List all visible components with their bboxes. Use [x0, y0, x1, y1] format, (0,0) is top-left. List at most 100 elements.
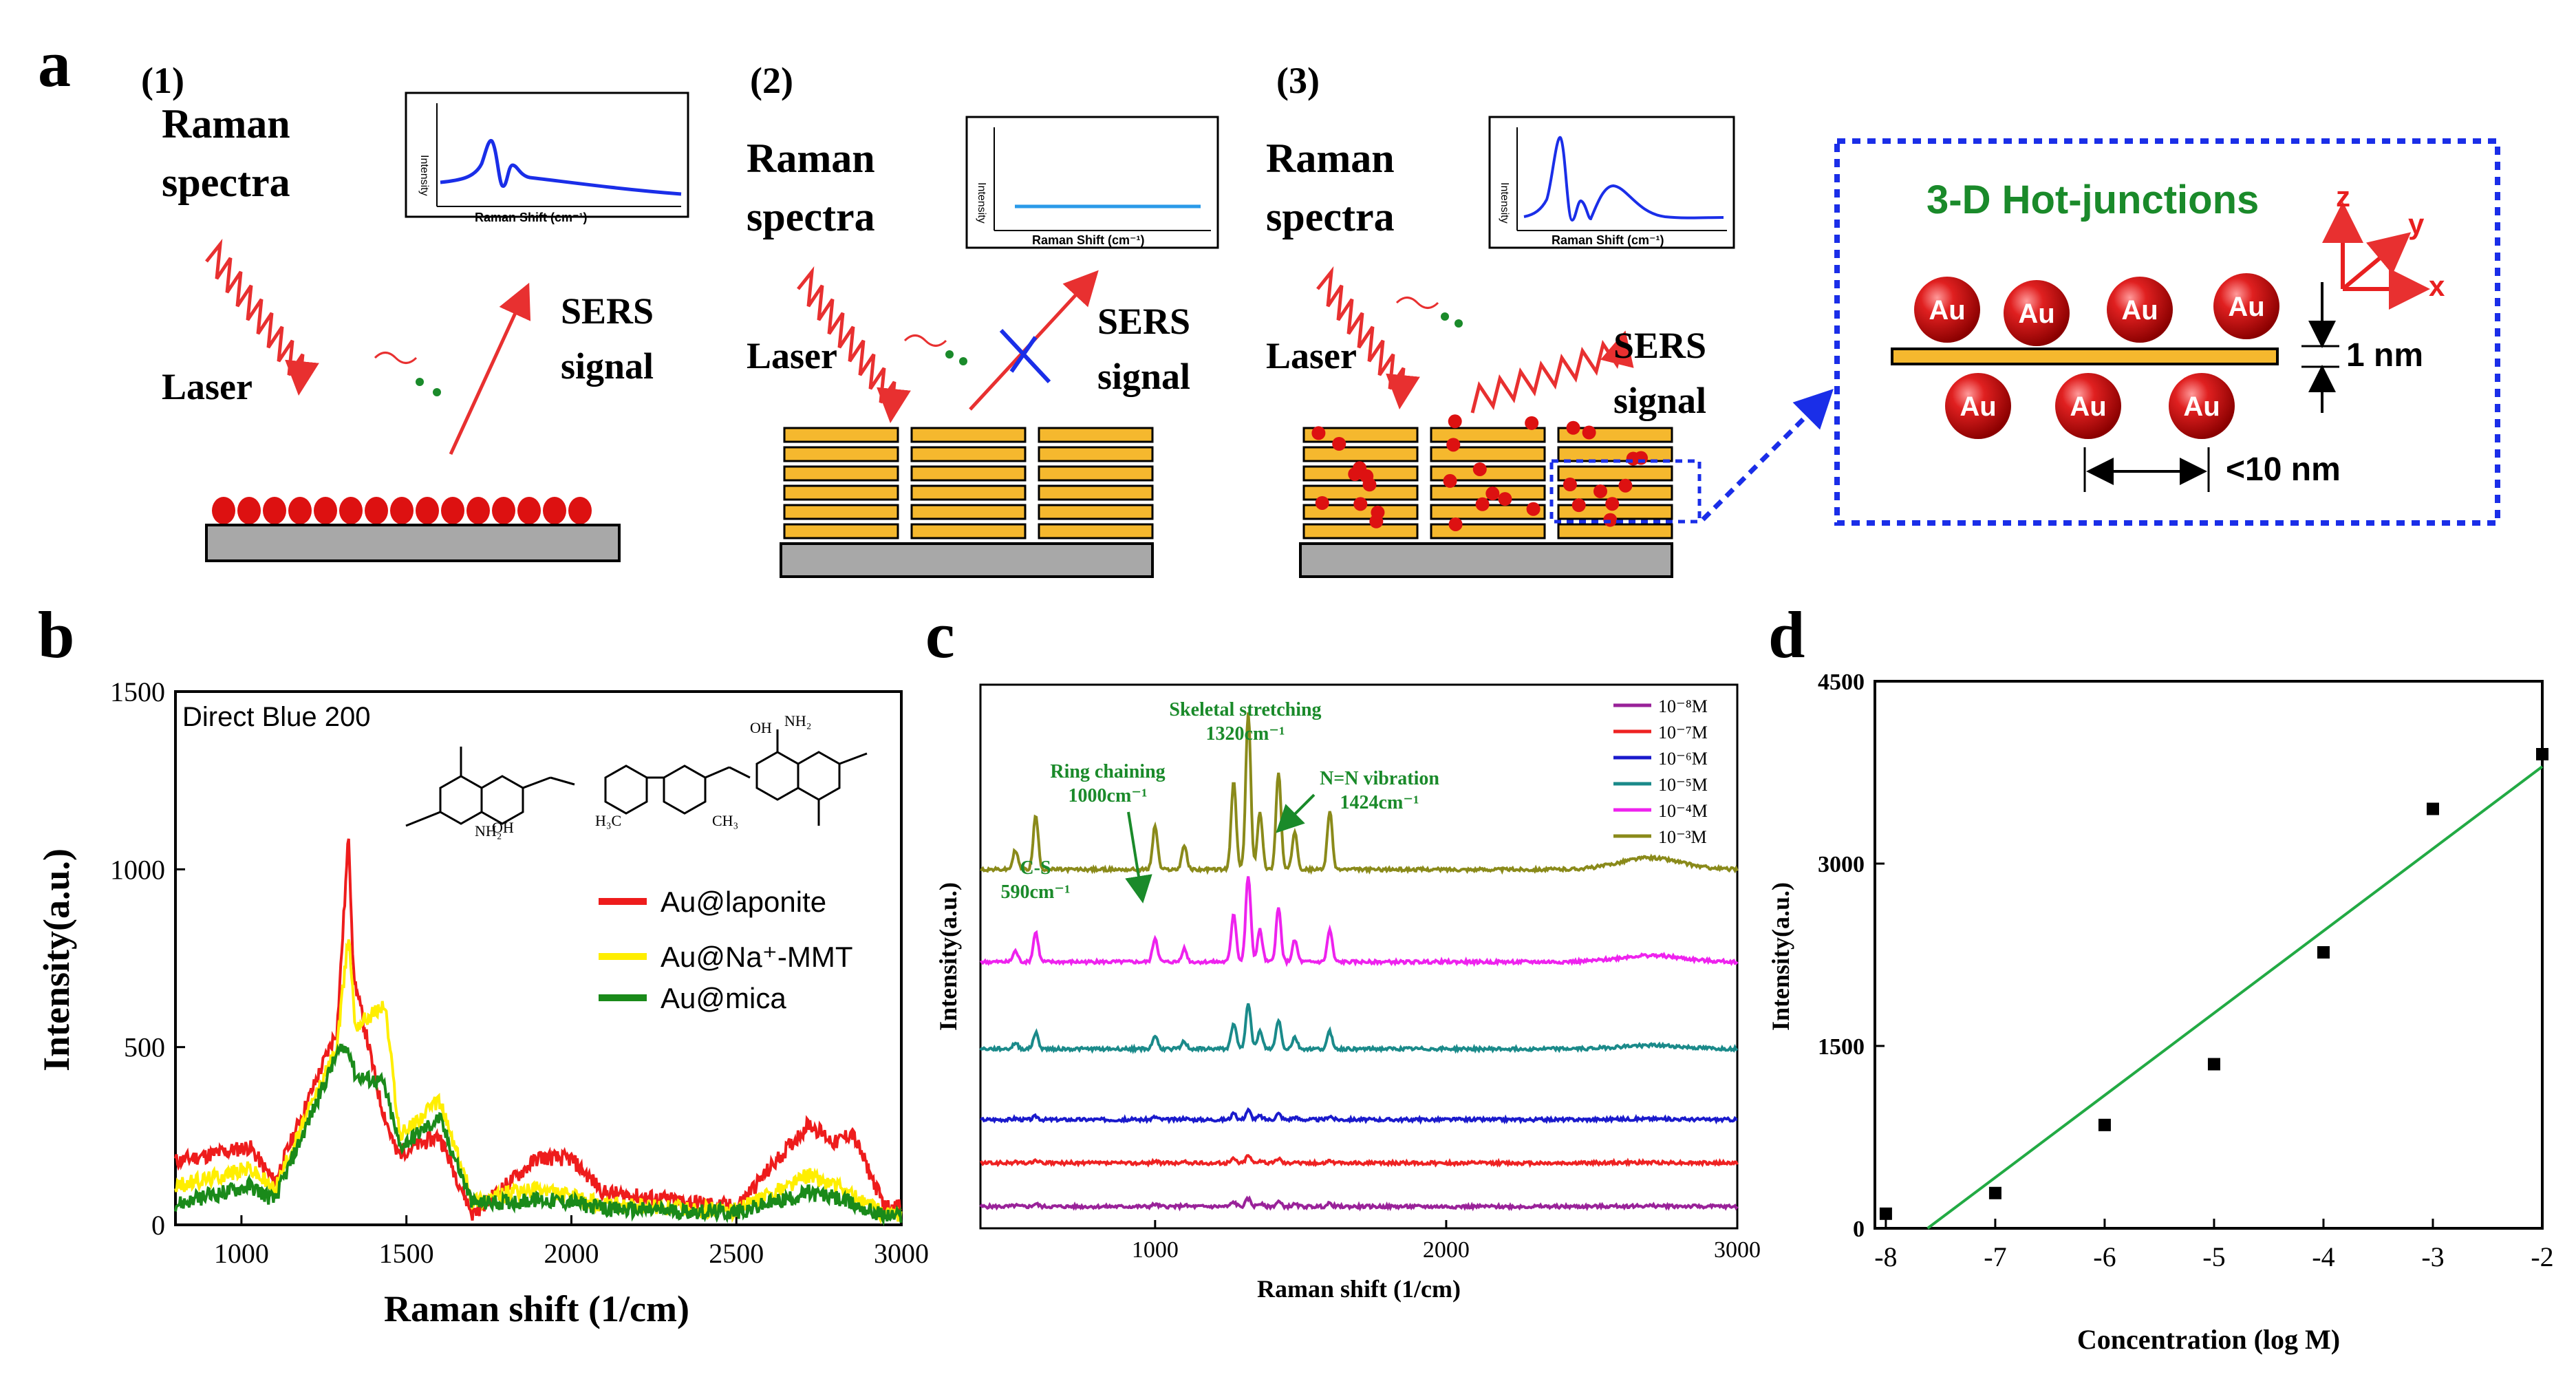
c-x-axis-label: Raman shift (1/cm) — [1257, 1275, 1461, 1303]
case-3-title-line1: Raman — [1266, 136, 1395, 181]
d-y-tick-label: 0 — [1853, 1217, 1865, 1242]
d-data-point — [2098, 1118, 2111, 1131]
zoom-arrow — [1701, 389, 1834, 522]
au-label: Au — [2228, 292, 2264, 322]
panel-letter-a: a — [38, 27, 71, 100]
c-legend: 10⁻⁸M 10⁻⁷M 10⁻⁶M 10⁻⁵M 10⁻⁴M 10⁻³M — [1613, 696, 1708, 847]
intercalated-particle — [1582, 425, 1596, 440]
intercalated-particle — [1446, 438, 1461, 452]
b-legend-label-mmt: Au@Na⁺-MMT — [661, 941, 852, 973]
c-annot-skeletal-line1: Skeletal stretching — [1169, 699, 1321, 720]
c-series-line-5 — [980, 712, 1739, 875]
d-y-tick-label: 3000 — [1818, 852, 1865, 877]
au-label: Au — [2018, 299, 2054, 329]
case-3-inset-curve — [1523, 136, 1724, 222]
b-x-tick-label: 1000 — [214, 1238, 269, 1269]
c-x-tick-label: 1000 — [1132, 1237, 1179, 1263]
spacing-label: <10 nm — [2226, 451, 2341, 488]
intercalated-particle — [1498, 492, 1512, 506]
case-3-substrate — [1299, 542, 1673, 578]
d-y-axis-label: Intensity(a.u.) — [1767, 882, 1794, 1031]
case-1-particle — [365, 497, 388, 524]
panel-b: b 1000 1500 2000 2500 3000 0 500 1000 1500 Direc… — [36, 598, 929, 1329]
c-plot-frame — [979, 683, 1739, 1230]
clay-layer — [1430, 523, 1546, 539]
case-2-inset: Intensity Raman Shift (cm⁻¹) — [965, 116, 1219, 249]
d-fit-line — [1926, 765, 2544, 1230]
b-y-tick-label: 1500 — [110, 676, 165, 707]
d-x-tick-label: -6 — [2093, 1241, 2116, 1272]
clay-layer — [1038, 523, 1154, 539]
d-plot-frame — [1874, 680, 2544, 1230]
clay-layer — [1302, 523, 1419, 539]
b-legend-label-mica: Au@mica — [661, 982, 786, 1014]
d-x-tick-label: -7 — [1984, 1241, 2006, 1272]
intercalated-particle — [1605, 497, 1620, 511]
case-2-inset-xlabel: Raman Shift (cm⁻¹) — [1032, 233, 1145, 247]
case-1-signal-line1: SERS — [561, 290, 654, 332]
intercalated-particle — [1485, 487, 1500, 501]
clay-layer — [1557, 446, 1673, 462]
hot-junctions-title: 3-D Hot-junctions — [1926, 178, 2259, 222]
intercalated-particle — [1443, 473, 1457, 488]
c-y-axis-label: Intensity(a.u.) — [934, 882, 962, 1031]
b-mol-nh2-left: NH₂ — [475, 822, 502, 840]
c-series-line-2 — [980, 1107, 1738, 1125]
clay-layer — [783, 484, 899, 501]
au-label: Au — [1929, 295, 1965, 325]
d-data-point — [2426, 802, 2439, 815]
clay-layer — [783, 523, 899, 539]
case-3-signal-line2: signal — [1613, 380, 1706, 421]
c-annot-ring-line2: 1000cm⁻¹ — [1069, 785, 1148, 806]
intercalated-particle — [1448, 517, 1463, 531]
d-x-tick-label: -5 — [2202, 1241, 2225, 1272]
panel-c: c 1000 2000 3000 10⁻⁸M 10⁻⁷M 10⁻⁶M 10⁻⁵M 10⁻⁴M… — [925, 598, 1761, 1303]
intercalated-particle — [1315, 495, 1329, 510]
b-y-tick-label: 1000 — [110, 854, 165, 885]
c-annot-cs-line1: C-S — [1020, 857, 1051, 879]
hot-junctions-box: 3-D Hot-junctions z y x Au Au Au Au Au Au Au 1… — [1834, 138, 2500, 526]
b-chart-title: Direct Blue 200 — [182, 702, 370, 732]
au-label: Au — [1960, 392, 1996, 422]
case-1-particle — [441, 497, 464, 524]
case-3-signal-line1: SERS — [1613, 325, 1706, 366]
case-1-particle — [237, 497, 261, 524]
case-1-particle — [466, 497, 490, 524]
case-1-substrate — [205, 524, 621, 562]
case-1-particle — [390, 497, 414, 524]
c-legend-label: 10⁻⁵M — [1658, 775, 1708, 795]
case-2-number: (2) — [750, 60, 793, 101]
axis-x-label: x — [2429, 270, 2445, 302]
c-arrow-nn — [1276, 793, 1316, 833]
case-1-number: (1) — [141, 60, 184, 101]
case-1-title-line2: spectra — [162, 160, 290, 205]
case-1-inset: Intensity Raman Shift (cm⁻¹) — [405, 92, 689, 224]
c-legend-label: 10⁻⁴M — [1658, 801, 1708, 821]
case-1-particle — [492, 497, 515, 524]
au-label: Au — [2070, 392, 2106, 422]
clay-layer — [783, 465, 899, 482]
clay-layer — [1430, 465, 1546, 482]
c-annot-nn-line2: 1424cm⁻¹ — [1340, 792, 1419, 813]
case-1-particle — [568, 497, 592, 524]
panel-d: d -8 -7 -6 -5 -4 -3 -2 0 1500 3000 4500 Concentrat… — [1767, 598, 2554, 1355]
clay-layer — [1302, 446, 1419, 462]
d-x-axis-label: Concentration (log M) — [2077, 1324, 2340, 1355]
b-x-tick-label: 2000 — [544, 1238, 599, 1269]
case-1-signal-line2: signal — [561, 345, 654, 387]
case-3-molecule-icon — [1395, 297, 1439, 309]
d-x-tick-label: -8 — [1874, 1241, 1897, 1272]
case-3-inset-ylabel: Intensity — [1499, 182, 1510, 224]
b-mol-oh-left: OH — [492, 819, 514, 836]
case-3-clay-layers — [1302, 414, 1673, 539]
b-x-tick-label: 1500 — [379, 1238, 434, 1269]
au-particles: Au Au Au Au Au Au Au — [1914, 273, 2279, 439]
au-particle: Au — [2055, 373, 2121, 439]
d-data-point — [2536, 748, 2548, 760]
c-series — [979, 712, 1739, 1212]
b-axis-ticks: 1000 1500 2000 2500 3000 0 500 1000 1500 — [110, 676, 929, 1269]
case-1-particle — [212, 497, 235, 524]
au-particle: Au — [1945, 373, 2011, 439]
intercalated-particle — [1348, 467, 1362, 481]
